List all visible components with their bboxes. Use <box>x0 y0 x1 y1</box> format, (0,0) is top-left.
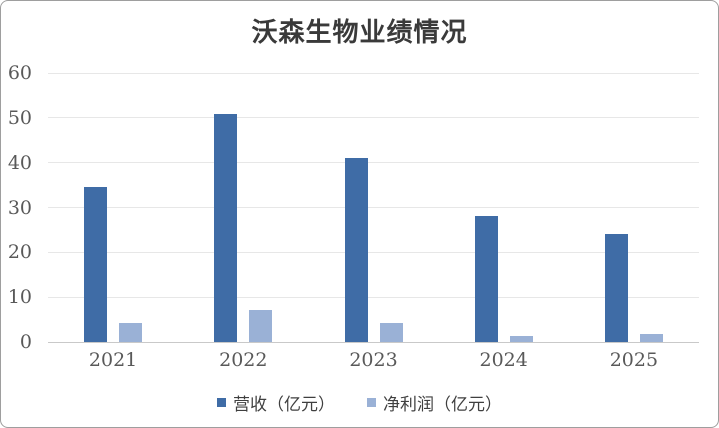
y-axis: 0 10 20 30 40 50 60 <box>1 62 32 353</box>
y-tick-label-50: 50 <box>7 106 32 129</box>
legend-swatch-icon <box>367 398 376 407</box>
bar-net-profit-2021 <box>119 323 143 342</box>
bar-revenue-2022 <box>214 113 238 342</box>
chart-title: 沃森生物业绩情况 <box>251 18 468 48</box>
x-tick-label-2025: 2025 <box>609 349 659 371</box>
gridline-y20 <box>48 251 699 253</box>
legend-label: 净利润（亿元） <box>383 395 502 415</box>
bar-revenue-2025 <box>604 233 628 342</box>
gridline-y30 <box>48 207 699 208</box>
gridline-y40 <box>48 162 699 164</box>
x-tick-label-2022: 2022 <box>219 349 268 371</box>
bar-net-profit-2025 <box>639 334 663 342</box>
y-tick-label-20: 20 <box>7 241 32 264</box>
y-tick-label-0: 0 <box>19 331 32 353</box>
legend-item-net-profit: 净利润（亿元） <box>367 390 502 415</box>
legend-label: 营收（亿元） <box>233 395 335 415</box>
y-tick-label-40: 40 <box>7 151 32 174</box>
bar-revenue-2023 <box>344 157 368 342</box>
plot-area <box>48 72 699 343</box>
gridline-y60 <box>48 72 699 74</box>
y-tick-label-60: 60 <box>7 62 32 84</box>
y-tick-label-30: 30 <box>7 196 32 219</box>
y-tick-label-10: 10 <box>7 286 32 309</box>
bar-net-profit-2022 <box>249 309 273 342</box>
legend: 营收（亿元） 净利润（亿元） <box>1 390 718 415</box>
gridline-y50 <box>48 117 699 119</box>
x-tick-label-2024: 2024 <box>479 349 528 371</box>
bar-net-profit-2023 <box>379 323 403 342</box>
bar-revenue-2021 <box>84 186 108 342</box>
x-tick-label-2021: 2021 <box>88 349 138 371</box>
gridline-y10 <box>48 296 699 298</box>
x-axis-line <box>48 341 699 343</box>
x-tick-label-2023: 2023 <box>349 349 398 371</box>
bar-net-profit-2024 <box>509 335 533 342</box>
legend-swatch-icon <box>217 398 226 407</box>
legend-item-revenue: 营收（亿元） <box>217 390 335 415</box>
bar-revenue-2024 <box>474 215 498 342</box>
x-axis: 2021 2022 2023 2024 2025 <box>48 349 699 375</box>
